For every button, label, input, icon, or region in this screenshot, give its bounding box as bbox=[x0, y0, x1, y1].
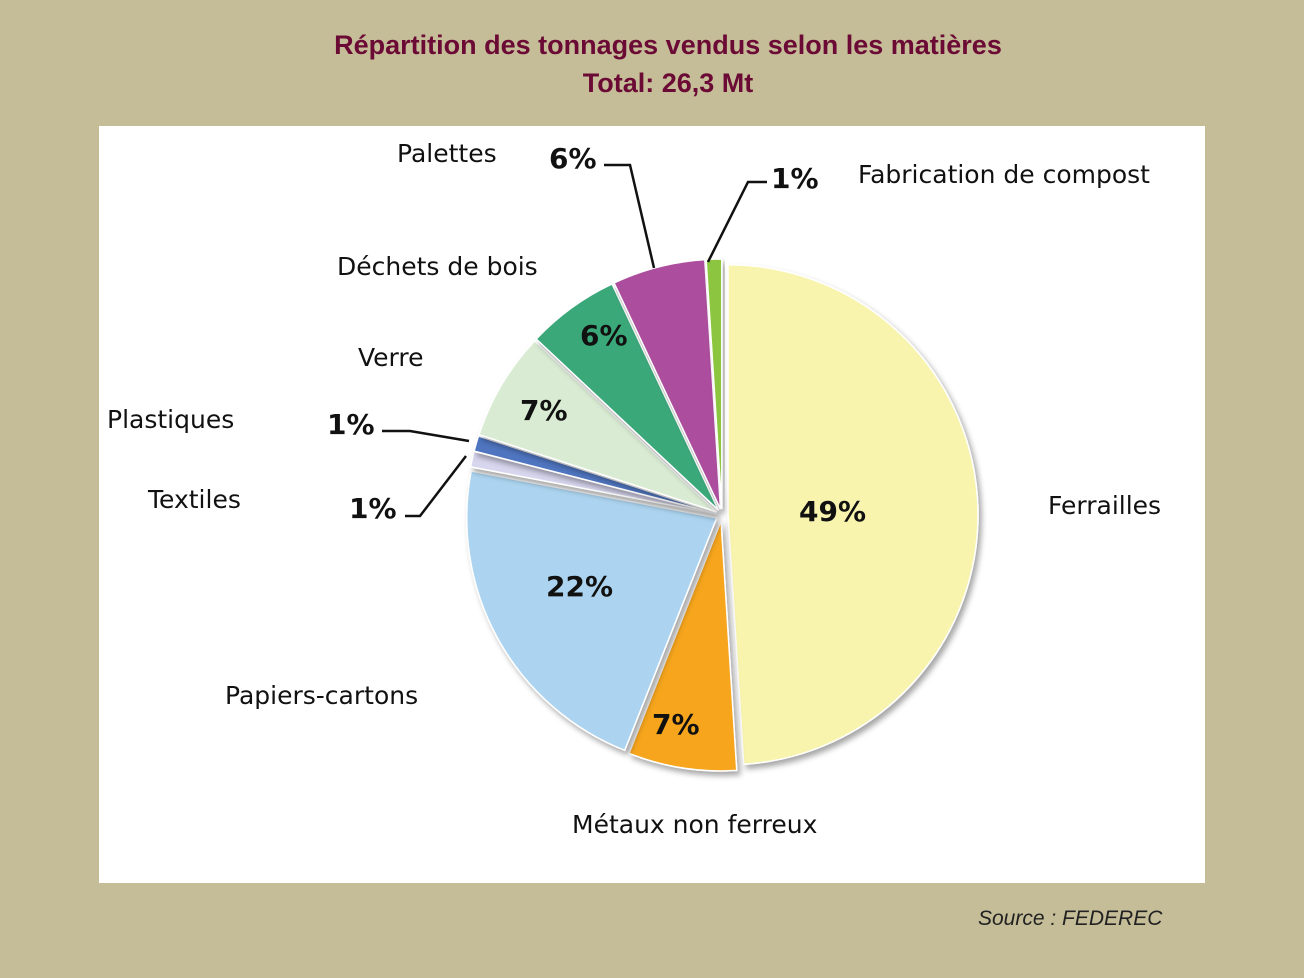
source-note: Source : FEDEREC bbox=[978, 907, 1163, 930]
leader-line-plastiques bbox=[382, 429, 470, 443]
label-ferrailles: Ferrailles bbox=[1048, 491, 1161, 520]
pie-chart: Ferrailles Métaux non ferreux Papiers-ca… bbox=[107, 139, 1161, 839]
leader-line-textiles bbox=[405, 455, 467, 518]
leader-line-compost bbox=[706, 180, 767, 263]
pct-textiles: 1% bbox=[349, 492, 397, 525]
pie-slice-dechets-de-bois bbox=[535, 282, 720, 511]
pct-papiers-cartons: 22% bbox=[546, 570, 613, 603]
pie-slice-fabrication-de-compost bbox=[705, 258, 723, 510]
pie-slice-verre bbox=[478, 339, 718, 513]
pie-slice-metaux-non-ferreux bbox=[628, 520, 738, 772]
label-dechets-de-bois: Déchets de bois bbox=[337, 252, 538, 281]
pie-slices bbox=[466, 258, 979, 772]
label-textiles: Textiles bbox=[147, 485, 241, 514]
label-metaux-non-ferreux: Métaux non ferreux bbox=[572, 810, 817, 839]
label-plastiques: Plastiques bbox=[107, 405, 234, 434]
pie-slice-palettes bbox=[613, 258, 722, 510]
pct-plastiques: 1% bbox=[327, 408, 375, 441]
pct-ferrailles: 49% bbox=[799, 495, 866, 528]
label-palettes: Palettes bbox=[397, 139, 497, 168]
leader-line-palettes bbox=[604, 163, 656, 269]
pct-metaux-non-ferreux: 7% bbox=[652, 708, 700, 741]
label-fabrication-de-compost: Fabrication de compost bbox=[858, 160, 1150, 189]
pct-verre: 7% bbox=[520, 394, 568, 427]
chart-panel: Ferrailles Métaux non ferreux Papiers-ca… bbox=[99, 126, 1205, 883]
pie-slice-papiers-cartons bbox=[466, 470, 718, 752]
label-papiers-cartons: Papiers-cartons bbox=[225, 681, 418, 710]
pie-slice-ferrailles bbox=[727, 264, 979, 766]
pct-dechets-de-bois: 6% bbox=[580, 319, 628, 352]
label-verre: Verre bbox=[358, 343, 424, 372]
pie-slice-plastiques bbox=[473, 435, 717, 515]
pct-fabrication-de-compost: 1% bbox=[771, 162, 819, 195]
pct-palettes: 6% bbox=[549, 142, 597, 175]
chart-subtitle: Total: 26,3 Mt bbox=[582, 68, 754, 98]
chart-title: Répartition des tonnages vendus selon le… bbox=[334, 30, 1002, 60]
